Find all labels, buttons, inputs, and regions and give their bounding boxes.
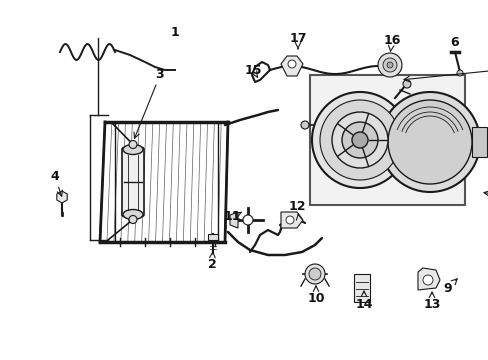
Circle shape <box>285 216 293 224</box>
Polygon shape <box>417 268 439 290</box>
Circle shape <box>422 275 432 285</box>
Bar <box>207 234 218 240</box>
Circle shape <box>456 70 462 76</box>
Text: 9: 9 <box>443 282 451 294</box>
Circle shape <box>379 92 479 192</box>
Bar <box>471 127 486 157</box>
Polygon shape <box>281 212 303 228</box>
Bar <box>309 75 464 205</box>
Circle shape <box>341 122 377 158</box>
Polygon shape <box>281 56 303 76</box>
Text: 3: 3 <box>155 68 164 81</box>
Circle shape <box>305 264 325 284</box>
Text: 15: 15 <box>244 63 261 77</box>
Circle shape <box>402 80 410 88</box>
Circle shape <box>308 268 320 280</box>
Text: 1: 1 <box>170 27 179 40</box>
Circle shape <box>129 140 137 148</box>
Text: 12: 12 <box>287 201 305 213</box>
Text: 6: 6 <box>450 36 458 49</box>
Text: 4: 4 <box>51 171 59 184</box>
Polygon shape <box>229 212 238 228</box>
Text: 17: 17 <box>289 31 306 45</box>
Circle shape <box>377 53 401 77</box>
Circle shape <box>129 216 137 224</box>
Text: 14: 14 <box>354 297 372 310</box>
FancyBboxPatch shape <box>122 148 143 216</box>
Circle shape <box>386 62 392 68</box>
Circle shape <box>311 92 407 188</box>
Circle shape <box>382 58 396 72</box>
Text: 16: 16 <box>383 33 400 46</box>
Circle shape <box>331 112 387 168</box>
Circle shape <box>319 100 399 180</box>
Ellipse shape <box>123 210 142 220</box>
Circle shape <box>301 121 308 129</box>
Text: 2: 2 <box>207 258 216 271</box>
Circle shape <box>387 100 471 184</box>
Circle shape <box>243 215 252 225</box>
Bar <box>353 274 369 302</box>
Polygon shape <box>100 122 227 242</box>
Text: 13: 13 <box>423 298 440 311</box>
Text: 10: 10 <box>306 292 324 305</box>
Circle shape <box>351 132 367 148</box>
Text: 11: 11 <box>223 211 240 224</box>
Circle shape <box>287 60 295 68</box>
Ellipse shape <box>123 144 142 154</box>
